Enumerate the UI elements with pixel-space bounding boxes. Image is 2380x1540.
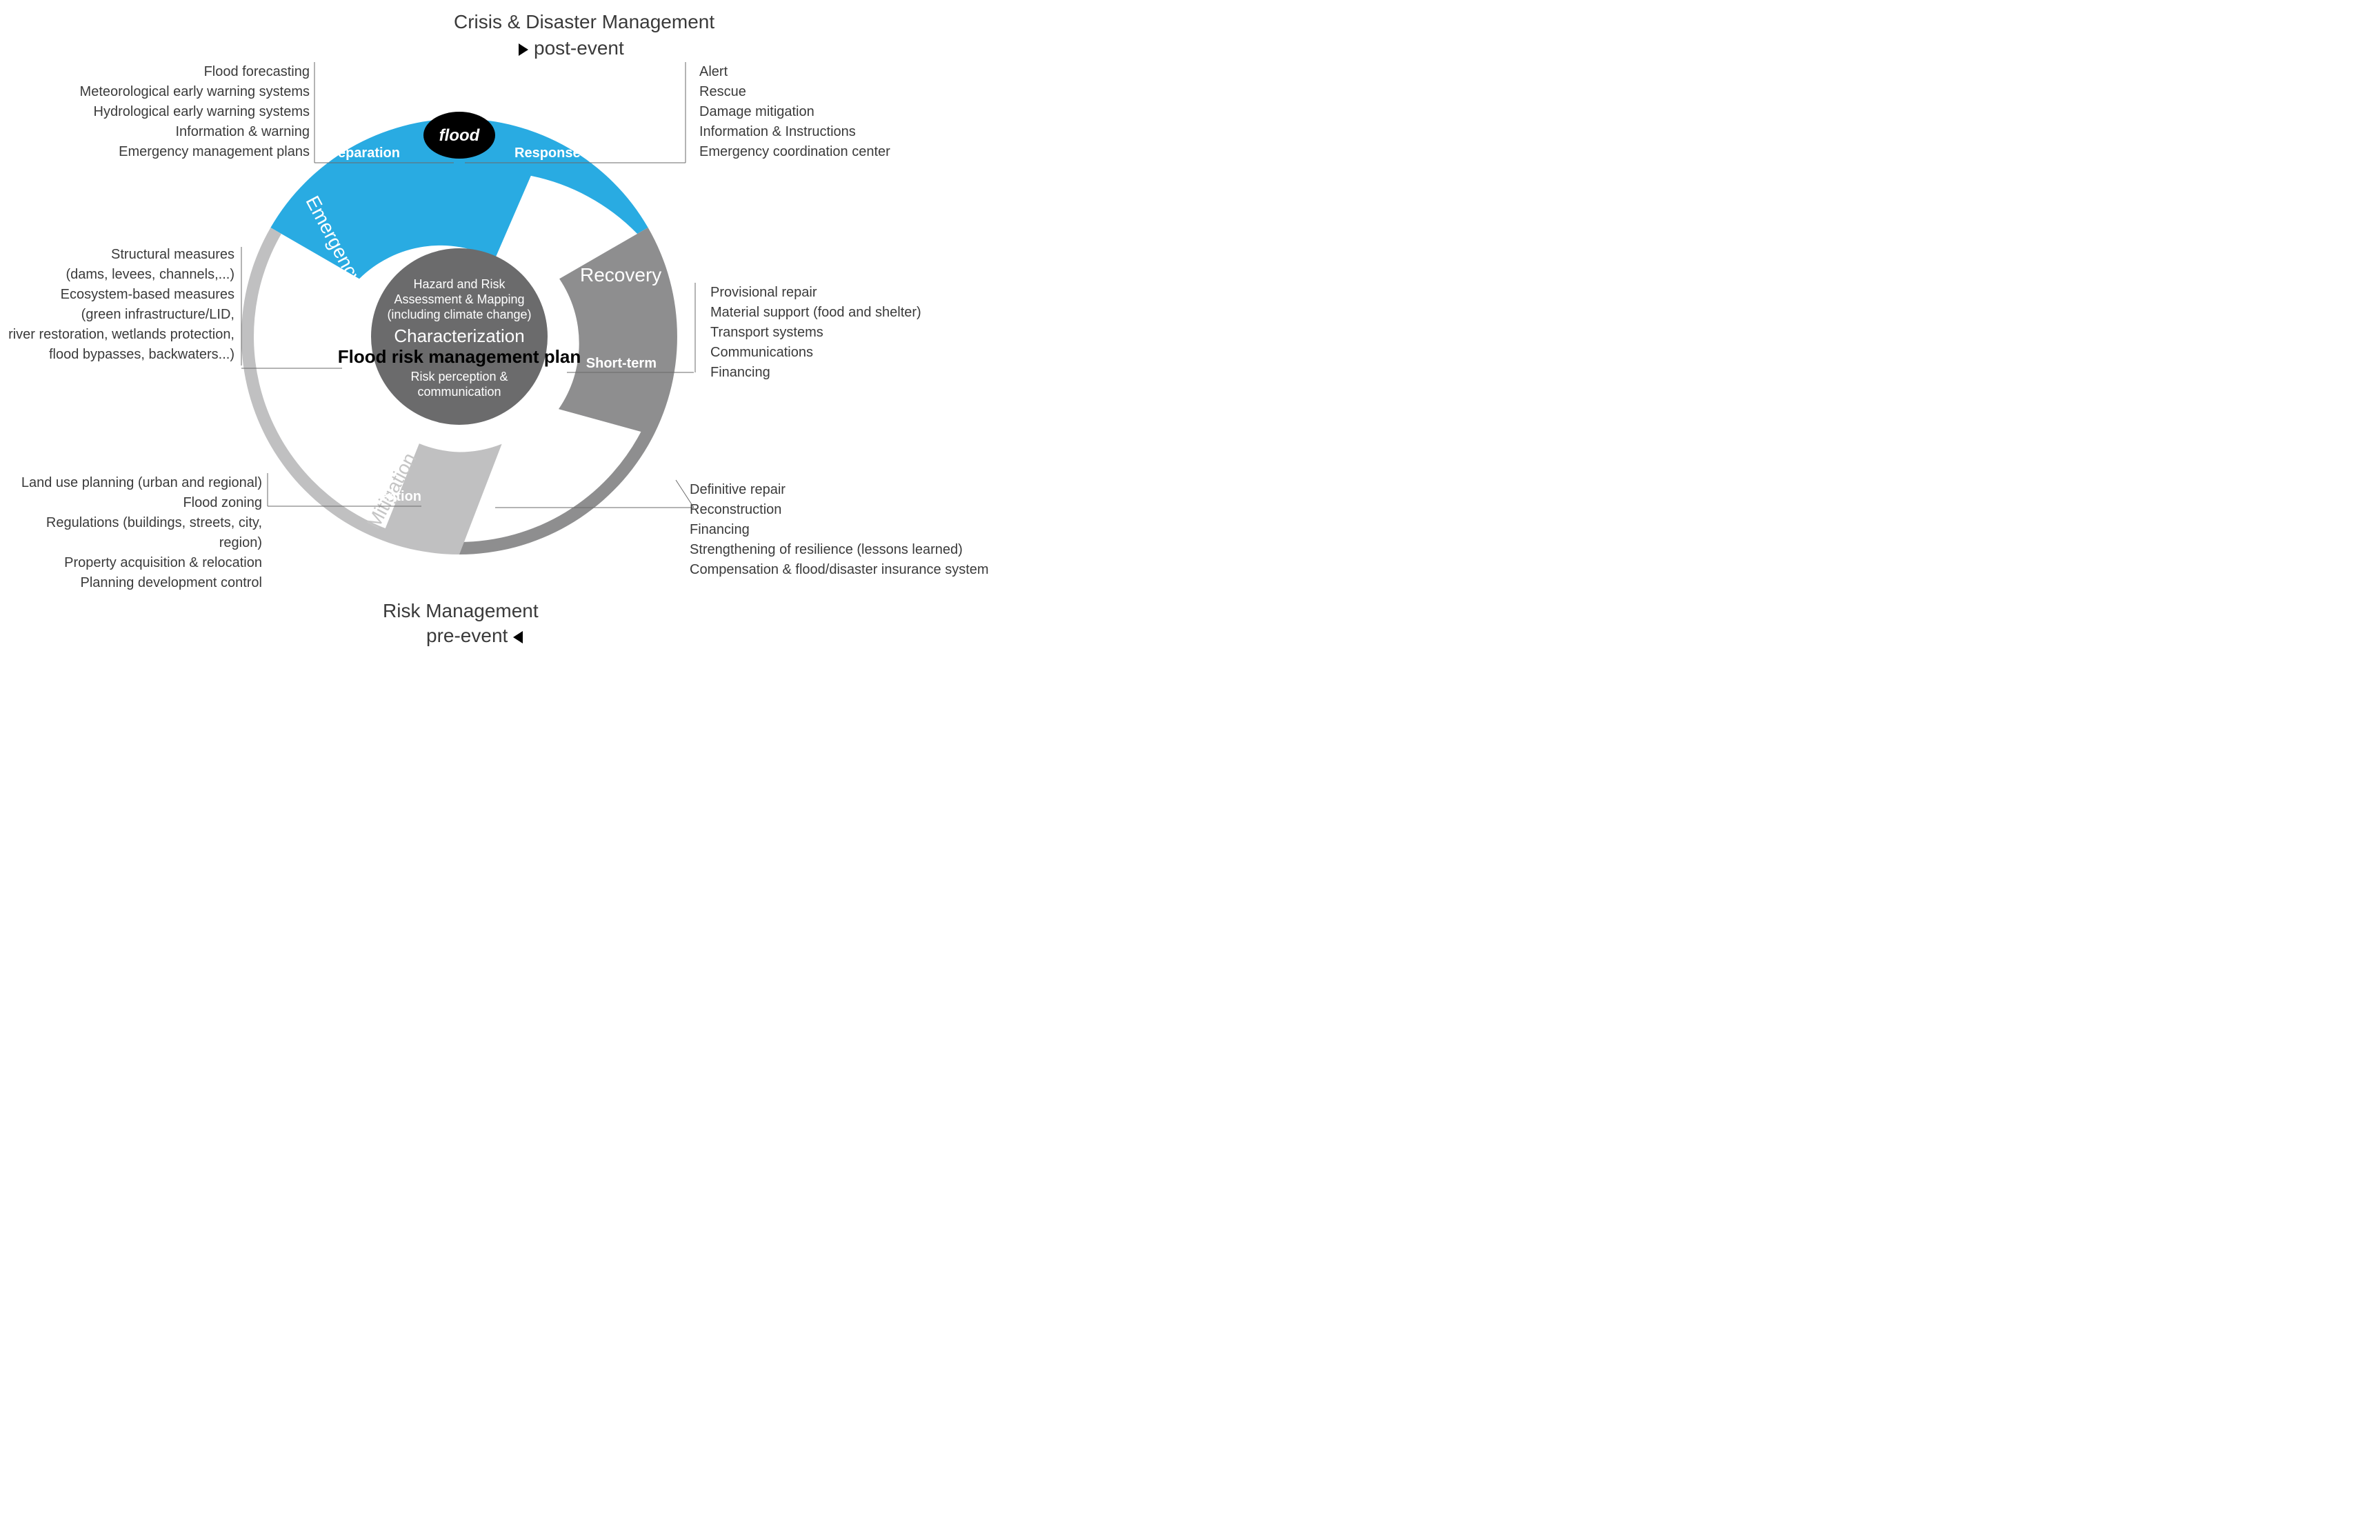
bottom-title: Risk Management xyxy=(383,600,539,622)
diagram-container: Crisis & Disaster Management post-event … xyxy=(0,0,1015,657)
list-item: Meteorological early warning systems xyxy=(34,82,310,102)
list-item: Information & Instructions xyxy=(699,122,989,142)
list-item: Land use planning (urban and regional) xyxy=(0,473,262,493)
list-item: Information & warning xyxy=(34,122,310,142)
list-long-term: Definitive repairReconstructionFinancing… xyxy=(690,480,1014,580)
list-item: Damage mitigation xyxy=(699,102,989,122)
center-line4: Risk perception & xyxy=(410,370,508,383)
list-item: Ecosystem-based measures xyxy=(0,285,234,305)
list-item: Provisional repair xyxy=(710,283,1000,303)
list-item: Reconstruction xyxy=(690,500,1014,520)
center-plan: Flood risk management plan xyxy=(338,346,581,367)
list-item: Emergency coordination center xyxy=(699,142,989,162)
list-item: Rescue xyxy=(699,82,989,102)
list-item: Communications xyxy=(710,343,1000,363)
list-item: Material support (food and shelter) xyxy=(710,303,1000,323)
center-line1: Hazard and Risk xyxy=(413,277,506,291)
list-protection: Structural measures(dams, levees, channe… xyxy=(0,245,234,365)
list-preparation: Flood forecastingMeteorological early wa… xyxy=(34,62,310,162)
bottom-subtitle: pre-event xyxy=(426,625,523,647)
triangle-right-icon xyxy=(519,43,528,56)
list-item: Compensation & flood/disaster insurance … xyxy=(690,560,1014,580)
list-item: Alert xyxy=(699,62,989,82)
list-item: Definitive repair xyxy=(690,480,1014,500)
label-preparation: Preparation xyxy=(323,146,400,161)
label-long-term: Long-term xyxy=(495,490,563,506)
list-item: Hydrological early warning systems xyxy=(34,102,310,122)
phase-recovery: Recovery xyxy=(580,264,661,286)
list-item: Flood zoning xyxy=(0,493,262,513)
list-item: Flood forecasting xyxy=(34,62,310,82)
center-line5: communication xyxy=(417,385,501,399)
list-item: Strengthening of resilience (lessons lea… xyxy=(690,540,1014,560)
wheel-svg: flood Emergency Recovery Mitigation Prep… xyxy=(225,88,694,599)
list-response: AlertRescueDamage mitigationInformation … xyxy=(699,62,989,162)
top-title: Crisis & Disaster Management xyxy=(454,11,714,33)
list-short-term: Provisional repairMaterial support (food… xyxy=(710,283,1000,383)
flood-label: flood xyxy=(439,126,481,145)
list-item: Emergency management plans xyxy=(34,142,310,162)
list-item: Regulations (buildings, streets, city, r… xyxy=(0,513,262,553)
center-line3: (including climate change) xyxy=(387,308,531,321)
center-main: Characterization xyxy=(394,326,524,346)
list-item: Planning development control xyxy=(0,573,262,593)
list-item: flood bypasses, backwaters...) xyxy=(0,345,234,365)
list-item: (green infrastructure/LID, xyxy=(0,305,234,325)
triangle-left-icon xyxy=(513,631,523,643)
list-item: Transport systems xyxy=(710,323,1000,343)
label-response: Response xyxy=(514,146,581,161)
list-item: (dams, levees, channels,...) xyxy=(0,265,234,285)
label-prevention: Prevention xyxy=(350,489,421,504)
list-item: Property acquisition & relocation xyxy=(0,553,262,573)
list-item: Financing xyxy=(690,520,1014,540)
list-item: Financing xyxy=(710,363,1000,383)
list-item: river restoration, wetlands protection, xyxy=(0,325,234,345)
label-protection: Protection xyxy=(262,351,330,366)
list-prevention: Land use planning (urban and regional)Fl… xyxy=(0,473,262,593)
list-item: Structural measures xyxy=(0,245,234,265)
center-line2: Assessment & Mapping xyxy=(394,292,524,306)
top-subtitle: post-event xyxy=(519,37,624,59)
label-short-term: Short-term xyxy=(586,356,657,371)
